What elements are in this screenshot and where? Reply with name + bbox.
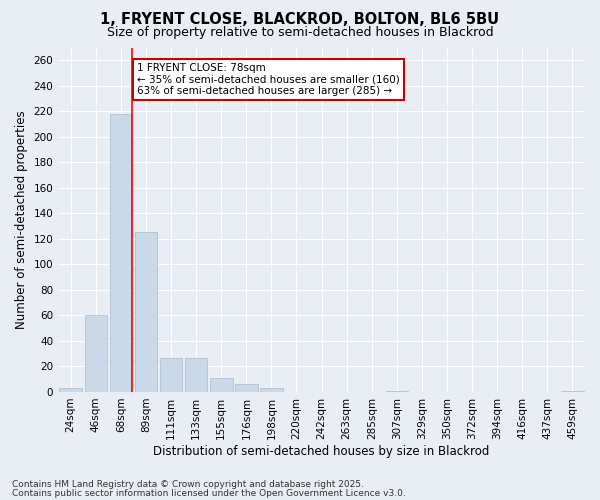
Bar bbox=[561, 390, 584, 392]
Text: 1, FRYENT CLOSE, BLACKROD, BOLTON, BL6 5BU: 1, FRYENT CLOSE, BLACKROD, BOLTON, BL6 5… bbox=[100, 12, 500, 28]
Text: Contains HM Land Registry data © Crown copyright and database right 2025.: Contains HM Land Registry data © Crown c… bbox=[12, 480, 364, 489]
Bar bbox=[110, 114, 132, 392]
Bar bbox=[134, 232, 157, 392]
X-axis label: Distribution of semi-detached houses by size in Blackrod: Distribution of semi-detached houses by … bbox=[154, 444, 490, 458]
Bar bbox=[210, 378, 233, 392]
Bar bbox=[185, 358, 208, 392]
Bar bbox=[235, 384, 257, 392]
Bar bbox=[85, 316, 107, 392]
Text: Contains public sector information licensed under the Open Government Licence v3: Contains public sector information licen… bbox=[12, 489, 406, 498]
Text: Size of property relative to semi-detached houses in Blackrod: Size of property relative to semi-detach… bbox=[107, 26, 493, 39]
Text: 1 FRYENT CLOSE: 78sqm
← 35% of semi-detached houses are smaller (160)
63% of sem: 1 FRYENT CLOSE: 78sqm ← 35% of semi-deta… bbox=[137, 63, 400, 96]
Bar bbox=[59, 388, 82, 392]
Bar bbox=[260, 388, 283, 392]
Y-axis label: Number of semi-detached properties: Number of semi-detached properties bbox=[15, 110, 28, 329]
Bar bbox=[386, 390, 408, 392]
Bar bbox=[160, 358, 182, 392]
